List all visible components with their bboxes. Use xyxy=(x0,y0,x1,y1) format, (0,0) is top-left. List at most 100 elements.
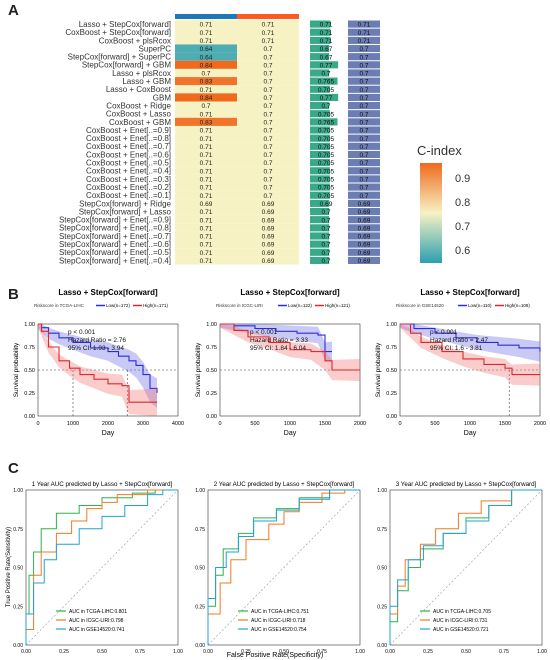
roc-xtick: 0.00 xyxy=(385,649,395,655)
bar-icgc xyxy=(348,110,380,118)
heatmap-cell xyxy=(237,36,299,45)
heatmap-cell-value: 0.71 xyxy=(200,136,213,143)
bar-value: 0.7 xyxy=(321,250,330,257)
heatmap-cell-value: 0.71 xyxy=(200,160,213,167)
km-plot: Lasso + StepCox[forward] Riskscore in TCG… xyxy=(13,288,184,437)
heatmap-cell-value: 0.7 xyxy=(263,54,272,61)
heatmap-cell xyxy=(237,158,299,167)
bar-value: 0.7 xyxy=(359,168,368,175)
heatmap-cell-value: 0.71 xyxy=(200,22,213,29)
heatmap-cell-value: 0.7 xyxy=(263,168,272,175)
heatmap-cell-value: 0.7 xyxy=(263,79,272,86)
km-stat: 95% CI: 1.84 - 6.04 xyxy=(250,345,306,352)
heatmap-cell xyxy=(175,256,237,265)
heatmap-cell xyxy=(175,199,237,208)
heatmap-cell xyxy=(237,117,299,126)
bar-value: 0.7 xyxy=(321,242,330,249)
bar-value: 0.705 xyxy=(318,185,335,192)
bar-value: 0.7 xyxy=(359,144,368,151)
bar-tcga xyxy=(310,28,331,36)
bar-icgc xyxy=(348,93,380,101)
roc-title: 2 Year AUC predicted by Lasso + StepCox[… xyxy=(214,481,355,488)
roc-ytick: 1.00 xyxy=(377,488,387,494)
bar-value: 0.705 xyxy=(318,136,335,143)
heatmap-cell xyxy=(237,134,299,143)
heatmap-cell xyxy=(175,125,237,135)
bar-tcga xyxy=(310,256,330,264)
km-ytick: 0.00 xyxy=(24,414,35,420)
heatmap-cell xyxy=(175,215,237,224)
bar-value: 0.67 xyxy=(320,46,333,53)
km-ylabel: Survival probability xyxy=(13,342,20,397)
row-label: CoxBoost + Lasso xyxy=(106,110,172,119)
heatmap-cell-value: 0.7 xyxy=(263,46,272,53)
roc-curve-gse xyxy=(207,489,360,645)
heatmap-cell xyxy=(237,231,299,241)
bar-value: 0.77 xyxy=(320,62,333,69)
heatmap-cell xyxy=(237,28,299,37)
heatmap-cell-value: 0.71 xyxy=(200,30,213,37)
bar-value: 0.71 xyxy=(358,22,371,29)
bar-tcga xyxy=(310,216,330,224)
bar-icgc xyxy=(348,207,380,216)
bar-value: 0.7 xyxy=(359,54,368,61)
bar-tcga xyxy=(310,159,330,167)
bar-tcga xyxy=(310,36,331,44)
bar-value: 0.7 xyxy=(321,209,330,216)
roc-plot: 1 Year AUC predicted by Lasso + StepCox[… xyxy=(13,481,183,655)
cindex-heatmap: Lasso + StepCox[forward] 0.71 0.71 0.71 0.71… xyxy=(59,14,470,265)
bar-value: 0.7 xyxy=(359,103,368,110)
heatmap-cell-value: 0.69 xyxy=(200,201,213,208)
bar-icgc xyxy=(348,126,380,134)
km-legend-high: High(n=121) xyxy=(325,303,350,308)
bar-value: 0.7 xyxy=(321,103,330,110)
bar-value: 0.71 xyxy=(320,30,333,37)
bar-tcga xyxy=(310,150,330,159)
roc-xtick: 0.75 xyxy=(135,649,145,655)
heatmap-cell xyxy=(237,223,299,232)
bar-value: 0.7 xyxy=(359,71,368,78)
roc-ytick: 0.75 xyxy=(13,527,23,533)
km-xtick: 1000 xyxy=(464,421,476,427)
roc-xtick: 0.25 xyxy=(241,649,251,655)
bar-value: 0.71 xyxy=(358,30,371,37)
km-legend-high: High(n=171) xyxy=(143,303,168,308)
bar-tcga xyxy=(310,232,330,240)
bar-tcga xyxy=(310,69,330,77)
bar-tcga xyxy=(310,20,331,28)
heatmap-cell-value: 0.69 xyxy=(262,250,275,257)
heatmap-cell-value: 0.84 xyxy=(200,95,213,102)
heatmap-cell xyxy=(237,20,299,29)
legend-title: C-index xyxy=(417,143,462,158)
roc-xtick: 0.00 xyxy=(203,649,213,655)
heatmap-cell-value: 0.69 xyxy=(262,234,275,241)
bar-tcga xyxy=(310,142,330,150)
row-label: CoxBoost + Enet[..=0.7] xyxy=(86,142,171,151)
heatmap-cell xyxy=(237,256,299,265)
roc-xtick: 1.00 xyxy=(537,649,547,655)
heatmap-cell xyxy=(175,101,237,110)
roc-ytick: 0.75 xyxy=(195,527,205,533)
km-ylabel: Survival probability xyxy=(375,342,382,397)
km-title: Lasso + StepCox[forward] xyxy=(420,288,520,297)
heatmap-cell-value: 0.71 xyxy=(262,38,275,45)
roc-curves: 1 Year AUC predicted by Lasso + StepCox[… xyxy=(6,481,547,659)
heatmap-cell-value: 0.71 xyxy=(200,258,213,265)
roc-xtick: 0.25 xyxy=(423,649,433,655)
bar-value: 0.7 xyxy=(321,258,330,265)
row-label: CoxBoost + StepCox[forward] xyxy=(65,28,171,37)
bar-value: 0.705 xyxy=(318,87,335,94)
row-label: SuperPC xyxy=(139,44,172,53)
bar-tcga xyxy=(310,118,338,126)
bar-value: 0.705 xyxy=(318,177,335,184)
km-xtick: 3000 xyxy=(137,421,149,427)
legend-tick: 0.6 xyxy=(455,245,470,257)
km-xlabel: Day xyxy=(284,430,297,437)
heatmap-cell xyxy=(175,36,237,45)
heatmap-cell xyxy=(175,183,237,192)
km-ytick: 0.50 xyxy=(206,368,217,374)
bar-value: 0.7 xyxy=(359,111,368,118)
bar-icgc xyxy=(348,191,380,199)
heatmap-cell-value: 0.71 xyxy=(200,185,213,192)
roc-curve-icgc xyxy=(207,489,360,645)
